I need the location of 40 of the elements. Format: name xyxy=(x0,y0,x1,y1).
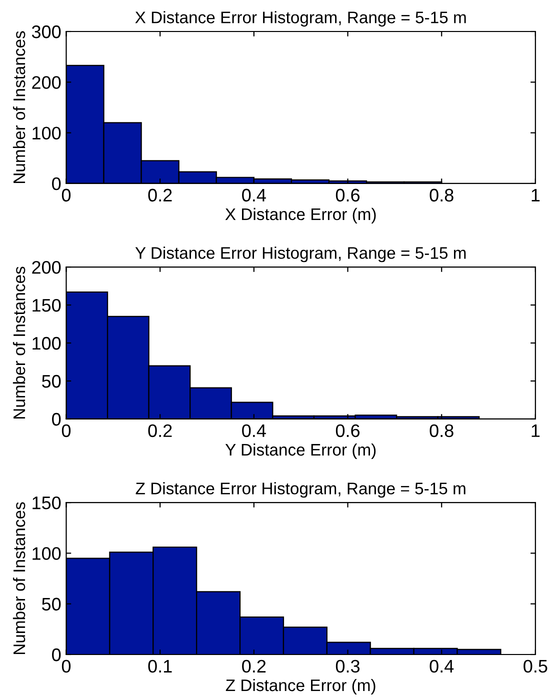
y-tick-label: 200 xyxy=(32,260,61,274)
y-tick-label: 50 xyxy=(42,598,61,611)
y-tick-label: 200 xyxy=(32,76,61,89)
x-tick-label: 0.2 xyxy=(148,188,172,202)
x-axis-title: Y Distance Error (m) xyxy=(225,443,376,459)
y-tick-label: 100 xyxy=(32,547,61,560)
x-tick-label: 0.2 xyxy=(148,424,172,438)
x-tick-label: 0.6 xyxy=(336,188,360,202)
x-tick-label: 0.6 xyxy=(336,424,360,438)
x-tick-label: 0.8 xyxy=(430,188,454,202)
y-tick-label: 150 xyxy=(32,298,61,312)
x-tick-label: 0 xyxy=(62,660,71,673)
y-tick-label: 0 xyxy=(52,412,61,426)
x-tick-label: 0.4 xyxy=(242,188,266,202)
x-tick-label: 0.3 xyxy=(336,660,360,673)
y-tick-label: 300 xyxy=(32,25,61,38)
x-tick-label: 1 xyxy=(532,188,540,202)
x-tick-label: 0.4 xyxy=(430,660,454,673)
y-axis-title: Number of Instances xyxy=(12,31,26,183)
y-axis-title: Number of Instances xyxy=(12,266,26,419)
chart-title: X Distance Error Histogram, Range = 5-15 m xyxy=(135,11,466,27)
y-tick-label: 50 xyxy=(42,374,61,388)
y-tick-label: 150 xyxy=(32,496,61,510)
x-tick-label: 0.2 xyxy=(242,660,266,673)
x-tick-label: 1 xyxy=(532,424,540,437)
y-tick-label: 0 xyxy=(52,177,61,190)
y-axis-title: Number of Instances xyxy=(12,502,26,654)
y-tick-label: 0 xyxy=(52,648,61,662)
x-tick-label: 0.4 xyxy=(242,424,266,438)
chart-title: Z Distance Error Histogram, Range = 5-15 m xyxy=(136,482,466,498)
x-tick-label: 0.5 xyxy=(524,660,548,673)
x-axis-title: Z Distance Error (m) xyxy=(226,678,376,694)
x-tick-label: 0 xyxy=(62,424,71,438)
chart-title: Y Distance Error Histogram, Range = 5-15 m xyxy=(135,246,466,262)
x-tick-label: 0.1 xyxy=(148,660,172,673)
x-axis-title: X Distance Error (m) xyxy=(225,208,376,224)
x-tick-label: 0 xyxy=(62,188,71,202)
y-tick-label: 100 xyxy=(32,336,61,350)
y-tick-label: 100 xyxy=(32,126,61,140)
x-tick-label: 0.8 xyxy=(430,424,454,438)
